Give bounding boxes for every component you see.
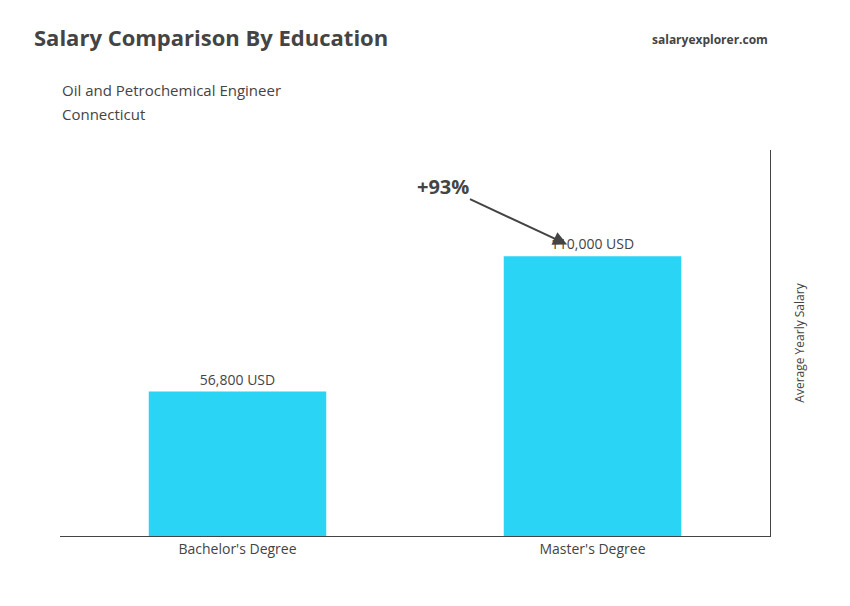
svg-text:Connecticut: Connecticut — [62, 104, 145, 124]
svg-text:Salary Comparison By Education: Salary Comparison By Education — [34, 22, 388, 52]
svg-text:+93%: +93% — [417, 173, 469, 200]
svg-text:Average Yearly Salary: Average Yearly Salary — [791, 282, 808, 402]
svg-text:salaryexplorer.com: salaryexplorer.com — [652, 31, 768, 48]
svg-text:Master's Degree: Master's Degree — [539, 539, 645, 558]
svg-text:110,000 USD: 110,000 USD — [551, 234, 634, 253]
svg-text:56,800 USD: 56,800 USD — [200, 370, 275, 389]
svg-text:Oil and Petrochemical Engineer: Oil and Petrochemical Engineer — [62, 80, 281, 100]
svg-text:Bachelor's Degree: Bachelor's Degree — [178, 539, 296, 558]
